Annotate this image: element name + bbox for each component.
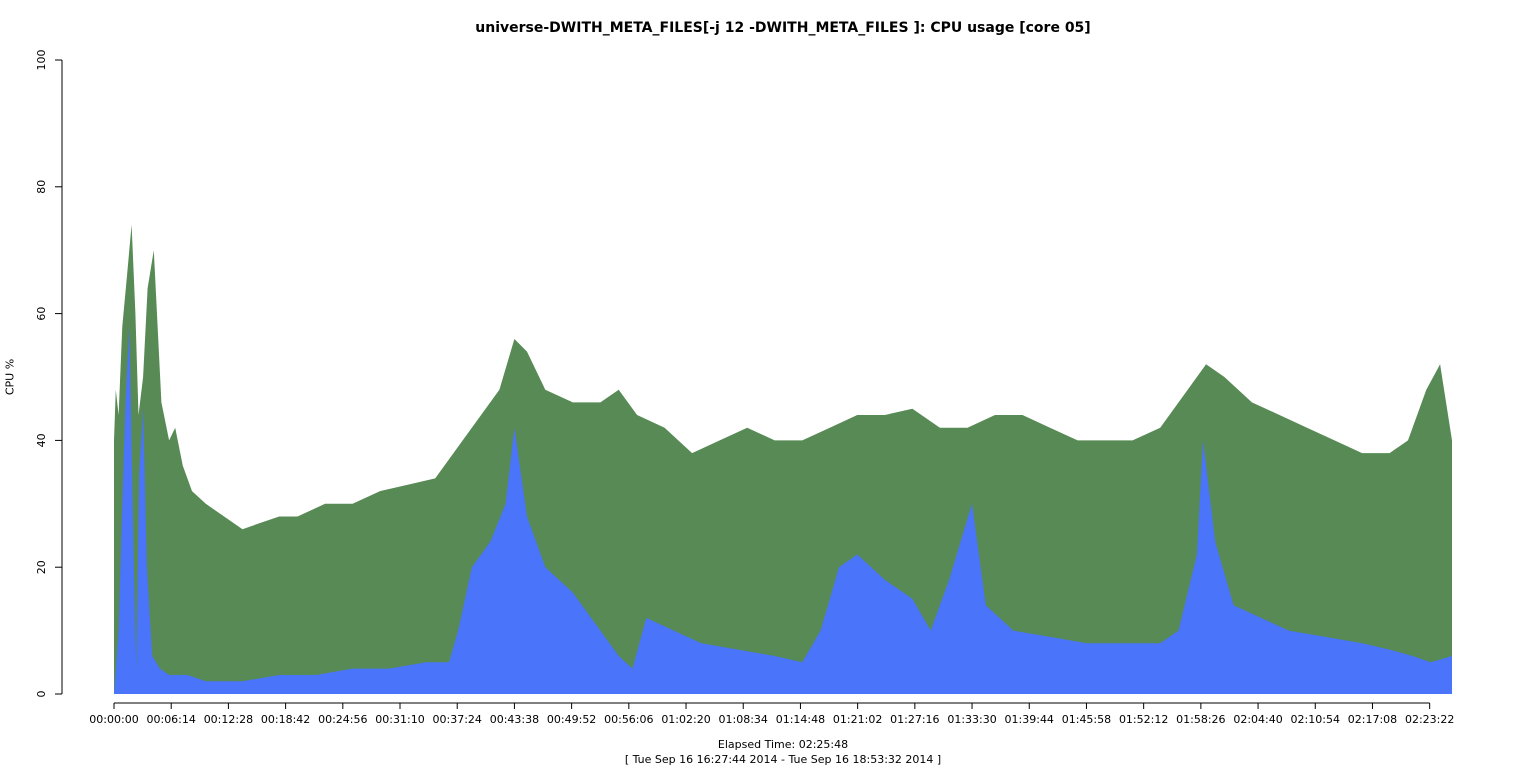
system-series-area — [114, 326, 1452, 694]
x-tick-label: 01:14:48 — [776, 713, 825, 726]
plot-area — [114, 224, 1452, 695]
x-tick-label: 01:27:16 — [890, 713, 939, 726]
y-tick-label: 100 — [35, 50, 48, 71]
chart-title: universe-DWITH_META_FILES[-j 12 -DWITH_M… — [475, 20, 1091, 36]
x-axis-label: Elapsed Time: 02:25:48 — [717, 738, 849, 751]
x-tick-label: 01:58:26 — [1176, 713, 1225, 726]
x-tick-label: 02:23:22 — [1405, 713, 1454, 726]
y-tick-label: 40 — [35, 433, 48, 447]
axes: 0 20 40 60 80 100 00:00:00 00:06:14 00:12:28 00:1… — [35, 50, 1454, 727]
x-tick-label: 02:04:40 — [1233, 713, 1282, 726]
x-tick-label: 00:43:38 — [490, 713, 539, 726]
x-tick-label: 00:06:14 — [146, 713, 195, 726]
x-tick-label: 01:52:12 — [1119, 713, 1168, 726]
y-tick-label: 80 — [35, 180, 48, 194]
x-tick-label: 01:33:30 — [947, 713, 996, 726]
x-tick-label: 01:21:02 — [833, 713, 882, 726]
y-tick-label: 20 — [35, 560, 48, 574]
x-tick-label: 00:49:52 — [547, 713, 596, 726]
x-tick-label: 00:37:24 — [433, 713, 482, 726]
x-tick-label: 01:02:20 — [661, 713, 710, 726]
x-tick-label: 01:45:58 — [1062, 713, 1111, 726]
x-tick-label: 00:56:06 — [604, 713, 653, 726]
x-tick-label: 00:31:10 — [375, 713, 424, 726]
y-tick-label: 60 — [35, 307, 48, 321]
x-tick-label: 00:12:28 — [204, 713, 253, 726]
y-tick-label: 0 — [35, 691, 48, 698]
x-tick-label: 01:39:44 — [1005, 713, 1054, 726]
x-tick-label: 00:00:00 — [89, 713, 138, 726]
x-tick-label: 01:08:34 — [719, 713, 768, 726]
total-series-area — [114, 224, 1452, 695]
x-tick-label: 00:18:42 — [261, 713, 310, 726]
x-tick-label: 02:17:08 — [1348, 713, 1397, 726]
time-range-subtitle: [ Tue Sep 16 16:27:44 2014 - Tue Sep 16 … — [624, 753, 942, 766]
x-tick-label: 00:24:56 — [318, 713, 367, 726]
x-tick-label: 02:10:54 — [1291, 713, 1340, 726]
